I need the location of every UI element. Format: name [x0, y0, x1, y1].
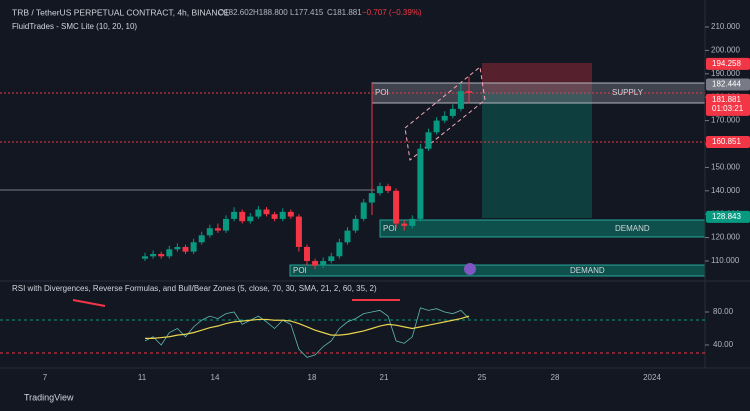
candle-body	[263, 209, 270, 215]
candle-body	[312, 261, 319, 266]
price-tag-label: 160.851	[712, 137, 741, 146]
y-tick-label: 120.000	[711, 233, 740, 242]
candle-body	[166, 249, 173, 257]
zone-label: SUPPLY	[612, 88, 644, 97]
x-tick-label: 21	[380, 373, 389, 382]
divergence	[72, 299, 106, 307]
price-tag-label: 181.881	[712, 95, 741, 104]
candle-body	[304, 246, 310, 261]
candle-body	[368, 193, 375, 203]
candle-body	[214, 228, 221, 231]
x-tick-label: 7	[43, 373, 48, 382]
ohlc: L177.415	[290, 8, 324, 17]
y-tick-label: 190.000	[711, 69, 740, 78]
candle-body	[449, 108, 456, 116]
candle-body	[182, 246, 189, 252]
rsi-label: RSI with Divergences, Reverse Formulas, …	[12, 284, 377, 293]
candle-body	[158, 253, 165, 257]
candle-body	[255, 209, 262, 217]
indicator-label: FluidTrades - SMC Lite (10, 20, 10)	[12, 22, 137, 31]
price-tag-label: 128.843	[712, 212, 741, 221]
candle-body	[247, 216, 254, 222]
candle-body	[409, 218, 416, 226]
candle-body	[401, 223, 408, 226]
ohlc: O182.602	[218, 8, 254, 17]
symbol: TRB / TetherUS PERPETUAL CONTRACT, 4h, B…	[12, 7, 230, 17]
candle-body	[417, 148, 424, 219]
brand: TradingView	[24, 392, 74, 402]
zone-label: POI	[383, 224, 397, 233]
x-tick-label: 14	[211, 373, 220, 382]
risk-box	[482, 63, 592, 92]
candle-body	[223, 218, 229, 231]
x-tick-label: 25	[478, 373, 487, 382]
candle-body	[150, 253, 157, 257]
x-tick-label: 18	[308, 373, 317, 382]
zone-label: POI	[375, 88, 389, 97]
zone-label: DEMAND	[615, 224, 650, 233]
candle-body	[174, 246, 181, 250]
candle-body	[287, 211, 294, 217]
candle-body	[231, 211, 238, 219]
candle-body	[360, 202, 367, 219]
ohlc: H188.800	[253, 8, 288, 17]
candle-body	[376, 186, 383, 194]
candle-body	[441, 115, 448, 121]
candle-body	[425, 132, 432, 149]
reward-box	[482, 92, 592, 218]
candle-body	[328, 256, 335, 261]
candle-body	[457, 91, 464, 109]
price-tag-label: 194.258	[712, 59, 741, 68]
x-tick-label: 2024	[643, 373, 661, 382]
candle-body	[239, 211, 246, 222]
candle-body	[344, 230, 351, 243]
candle-body	[206, 228, 213, 236]
price-tag-label: 182.444	[712, 80, 741, 89]
price-tag	[706, 57, 750, 70]
price-tag	[706, 78, 750, 91]
x-tick-label: 11	[138, 373, 147, 382]
price-tag	[706, 210, 750, 223]
candle-body	[190, 242, 197, 252]
candle-body	[466, 91, 472, 93]
y-tick-label: 140.000	[711, 186, 740, 195]
candle-body	[393, 190, 400, 224]
price-tag	[706, 136, 750, 149]
x-tick-label: 28	[551, 373, 560, 382]
demand-zone	[289, 264, 706, 277]
y-tick-label: 40.00	[713, 340, 734, 349]
y-tick-label: 200.000	[711, 46, 740, 55]
candle-body	[336, 242, 343, 257]
change: −0.707 (−0.39%)	[362, 8, 422, 17]
zone-label: DEMAND	[570, 266, 605, 275]
candle-body	[295, 216, 302, 247]
event-icon[interactable]	[464, 263, 476, 275]
countdown: 01:03:21	[712, 104, 744, 113]
price-tag	[706, 93, 750, 116]
y-tick-label: 170.000	[711, 116, 740, 125]
candle-body	[142, 256, 148, 259]
candle-body	[433, 120, 440, 133]
candle-body	[385, 186, 391, 191]
candle-body	[279, 211, 286, 219]
ohlc: C181.881	[327, 8, 362, 17]
y-tick-label: 80.00	[713, 307, 734, 316]
rsi-line	[145, 315, 470, 339]
zone-label: POI	[293, 266, 307, 275]
candle-body	[320, 261, 327, 266]
rsi-line	[144, 307, 470, 358]
candle-body	[352, 218, 359, 231]
candle-body	[198, 235, 205, 243]
y-tick-label: 210.000	[711, 22, 740, 31]
channel	[404, 66, 486, 161]
y-tick-label: 110.000	[711, 256, 740, 265]
demand-zone	[379, 219, 706, 238]
candle-body	[271, 214, 278, 219]
y-tick-label: 150.000	[711, 163, 740, 172]
